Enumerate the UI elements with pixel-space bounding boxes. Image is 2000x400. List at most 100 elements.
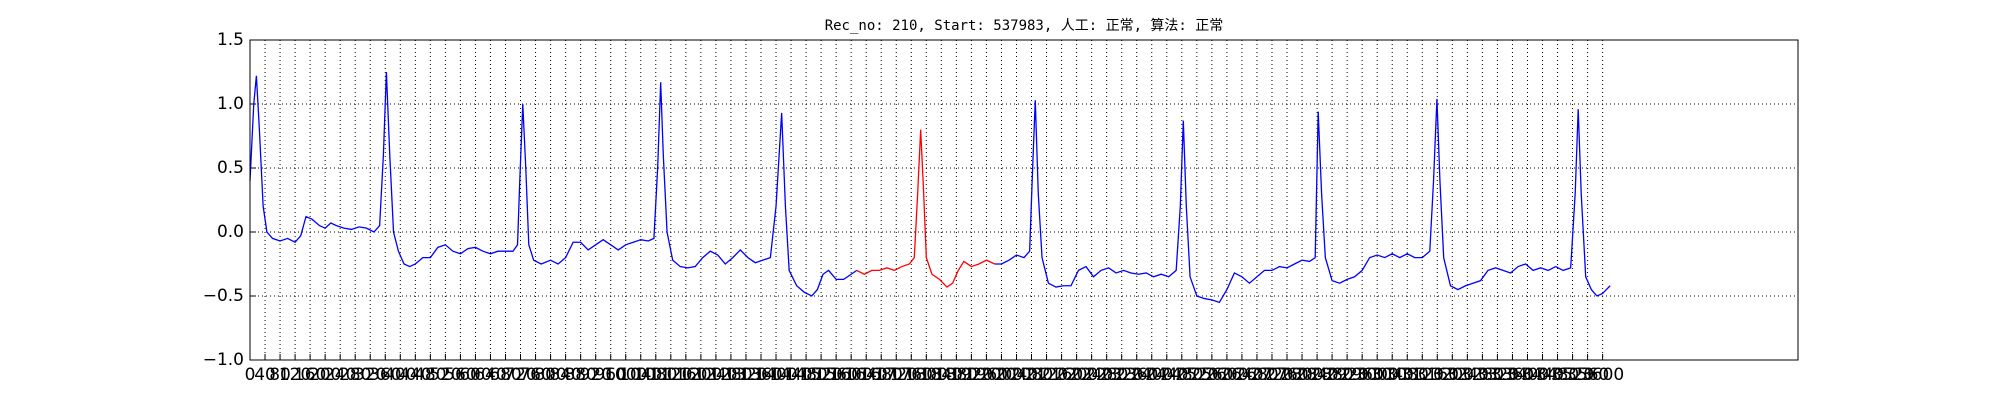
x-tick-label: 2280 [1085, 365, 1128, 385]
x-tick-label: 2160 [1040, 365, 1083, 385]
x-tick-label: 1080 [634, 365, 677, 385]
x-tick-label: 2040 [995, 365, 1038, 385]
x-tick-label: 880 [564, 365, 596, 385]
y-tick-label: 0.0 [217, 222, 244, 242]
plot-frame [249, 39, 1799, 361]
chart-title: Rec_no: 210, Start: 537983, 人工: 正常, 算法: … [825, 18, 1224, 34]
x-tick-label: 3520 [1551, 365, 1594, 385]
x-tick-label: 1200 [679, 365, 722, 385]
x-tick-label: 440 [399, 365, 431, 385]
x-tick-label: 1600 [830, 365, 873, 385]
x-tick-label: 1800 [905, 365, 948, 385]
x-tick-label: 2360 [1115, 365, 1158, 385]
x-tick-label: 1560 [815, 365, 858, 385]
x-tick-label: 120 [279, 365, 311, 385]
x-tick-label: 2200 [1055, 365, 1098, 385]
x-tick-label: 3320 [1476, 365, 1519, 385]
x-tick-label: 2520 [1175, 365, 1218, 385]
y-tick-label: −1.0 [203, 350, 244, 370]
x-tick-label: 1920 [950, 365, 993, 385]
x-tick-label: 2000 [980, 365, 1023, 385]
x-tick-label: 3080 [1386, 365, 1429, 385]
x-tick-label: 2880 [1310, 365, 1353, 385]
y-tick-label: −0.5 [203, 286, 244, 306]
x-tick-label: 1680 [860, 365, 903, 385]
x-tick-label: 2560 [1190, 365, 1233, 385]
x-tick-label: 960 [594, 365, 626, 385]
x-tick-label: 1160 [664, 365, 707, 385]
x-tick-label: 1400 [754, 365, 797, 385]
x-tick-label: 3600 [1581, 365, 1624, 385]
x-tick-label: 1040 [619, 365, 662, 385]
x-tick-label: 1480 [784, 365, 827, 385]
x-tick-label: 3280 [1461, 365, 1504, 385]
x-tick-label: 2800 [1280, 365, 1323, 385]
x-tick-label: 2960 [1341, 365, 1384, 385]
x-tick-label: 1880 [935, 365, 978, 385]
x-tick-label: 200 [309, 365, 341, 385]
x-tick-label: 3440 [1521, 365, 1564, 385]
x-tick-label: 2680 [1235, 365, 1278, 385]
x-tick-label: 160 [294, 365, 326, 385]
x-tick-label: 1520 [799, 365, 842, 385]
x-tick-label: 1440 [769, 365, 812, 385]
x-tick-label: 2760 [1265, 365, 1308, 385]
x-tick-label: 3000 [1356, 365, 1399, 385]
x-tick-label: 3160 [1416, 365, 1459, 385]
x-tick-label: 3480 [1536, 365, 1579, 385]
x-tick-label: 2640 [1220, 365, 1263, 385]
x-tick-label: 680 [489, 365, 521, 385]
x-tick-label: 520 [429, 365, 461, 385]
x-tick-label: 3040 [1371, 365, 1414, 385]
x-tick-label: 2120 [1025, 365, 1068, 385]
x-tick-label: 600 [459, 365, 491, 385]
y-tick-label: 0.5 [217, 158, 244, 178]
x-tick-label: 2840 [1295, 365, 1338, 385]
x-tick-label: 720 [504, 365, 536, 385]
x-tick-label: 1120 [649, 365, 692, 385]
x-tick-label: 1320 [724, 365, 767, 385]
x-tick-label: 80 [269, 365, 291, 385]
x-tick-label: 2080 [1010, 365, 1053, 385]
x-tick-label: 1000 [604, 365, 647, 385]
x-tick-label: 3560 [1566, 365, 1609, 385]
ecg-line [856, 129, 995, 288]
x-tick-label: 760 [519, 365, 551, 385]
x-tick-label: 40 [254, 365, 276, 385]
x-tick-label: 360 [369, 365, 401, 385]
x-tick-label: 840 [549, 365, 581, 385]
x-tick-label: 2600 [1205, 365, 1248, 385]
x-tick-label: 2240 [1070, 365, 1113, 385]
x-tick-label: 2400 [1130, 365, 1173, 385]
x-tick-label: 0 [245, 365, 256, 385]
x-tick-label: 1240 [694, 365, 737, 385]
x-tick-label: 1960 [965, 365, 1008, 385]
x-tick-label: 2920 [1325, 365, 1368, 385]
x-tick-label: 1840 [920, 365, 963, 385]
x-tick-label: 560 [444, 365, 476, 385]
ecg-line [249, 71, 1611, 304]
x-tick-label: 480 [414, 365, 446, 385]
x-tick-label: 400 [384, 365, 416, 385]
x-tick-label: 320 [354, 365, 386, 385]
x-tick-label: 1280 [709, 365, 752, 385]
x-tick-label: 3200 [1431, 365, 1474, 385]
x-tick-label: 2720 [1250, 365, 1293, 385]
x-tick-label: 2320 [1100, 365, 1143, 385]
x-tick-label: 3120 [1401, 365, 1444, 385]
x-tick-label: 2480 [1160, 365, 1203, 385]
y-tick-label: 1.0 [217, 94, 244, 114]
x-tick-label: 2440 [1145, 365, 1188, 385]
x-tick-label: 1760 [890, 365, 933, 385]
x-tick-label: 280 [339, 365, 371, 385]
x-tick-label: 640 [474, 365, 506, 385]
x-tick-label: 3240 [1446, 365, 1489, 385]
x-tick-label: 1360 [739, 365, 782, 385]
y-tick-label: 1.5 [217, 30, 244, 50]
x-tick-label: 3400 [1506, 365, 1549, 385]
x-tick-label: 920 [579, 365, 611, 385]
x-tick-label: 3360 [1491, 365, 1534, 385]
x-tick-label: 800 [534, 365, 566, 385]
x-tick-label: 1640 [845, 365, 888, 385]
